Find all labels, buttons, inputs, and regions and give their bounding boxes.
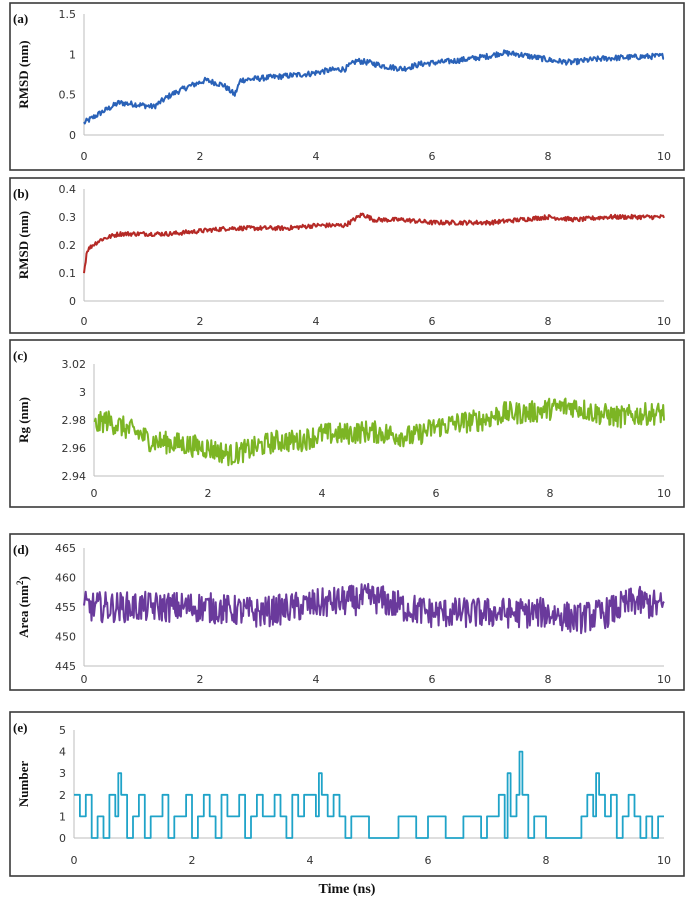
y-tick-label: 0.1 [59, 267, 77, 280]
series-line [83, 212, 665, 274]
y-tick-label: 460 [55, 572, 76, 585]
x-tick-label: 0 [91, 487, 98, 500]
y-tick-label: 0 [59, 832, 66, 845]
y-axis-label: Number [16, 761, 31, 807]
x-tick-label: 0 [81, 150, 88, 163]
x-tick-label: 8 [545, 150, 552, 163]
panel-d: (d) Area (nm2) 445 450 455 460 465 0 2 4 6 8 10 [9, 533, 685, 691]
y-axis-label: Area (nm2) [15, 576, 31, 638]
y-tick-label: 0.5 [59, 89, 77, 102]
x-tick-label: 4 [313, 150, 320, 163]
x-tick-label: 10 [657, 487, 671, 500]
x-tick-label: 4 [319, 487, 326, 500]
series-line [83, 582, 665, 635]
panel-a: (a) RMSD (nm) 0 0.5 1 1.5 0 2 4 6 8 10 [9, 2, 685, 171]
x-tick-label: 6 [425, 854, 432, 867]
series-line [74, 750, 664, 839]
x-tick-label: 4 [313, 673, 320, 686]
y-axis-label: RMSD (nm) [16, 40, 31, 108]
panel-c: (c) Rg (nm) 2.94 2.96 2.98 3 3.02 0 2 4 6 8 10 [9, 339, 685, 508]
x-tick-label: 10 [657, 673, 671, 686]
panel-letter: (a) [13, 11, 28, 26]
y-tick-label: 2.96 [62, 442, 87, 455]
y-tick-label: 455 [55, 601, 76, 614]
y-tick-label: 3.02 [62, 358, 87, 371]
y-axis-label: Rg (nm) [16, 397, 31, 443]
x-tick-label: 2 [197, 315, 204, 328]
x-tick-label: 2 [197, 150, 204, 163]
panel-letter: (c) [13, 348, 27, 363]
y-tick-label: 465 [55, 542, 76, 555]
x-tick-label: 0 [81, 673, 88, 686]
y-tick-label: 3 [59, 767, 66, 780]
y-tick-label: 445 [55, 660, 76, 673]
panel-letter: (b) [13, 186, 29, 201]
y-tick-label: 0.3 [59, 211, 77, 224]
panel-letter: (d) [13, 542, 29, 557]
y-tick-label: 1 [59, 810, 66, 823]
x-tick-label: 6 [433, 487, 440, 500]
x-tick-label: 2 [189, 854, 196, 867]
y-axis-label: RMSD (nm) [16, 211, 31, 279]
y-tick-label: 1.5 [59, 8, 77, 21]
y-tick-label: 2 [59, 789, 66, 802]
panel-e: (e) Number 0 1 2 3 4 5 0 2 4 6 8 10 [9, 711, 685, 877]
x-tick-label: 4 [307, 854, 314, 867]
y-tick-label: 3 [79, 386, 86, 399]
panel-frame [9, 177, 685, 334]
panel-letter: (e) [13, 720, 27, 735]
x-tick-label: 10 [657, 854, 671, 867]
y-tick-label: 1 [69, 48, 76, 61]
x-axis-label: Time (ns) [319, 882, 376, 897]
y-tick-label: 0 [69, 295, 76, 308]
y-tick-label: 5 [59, 724, 66, 737]
x-tick-label: 6 [429, 150, 436, 163]
x-tick-label: 4 [313, 315, 320, 328]
x-tick-label: 2 [205, 487, 212, 500]
x-tick-label: 2 [197, 673, 204, 686]
x-tick-label: 0 [81, 315, 88, 328]
series-line [93, 397, 665, 467]
y-tick-label: 4 [59, 746, 66, 759]
y-tick-label: 2.94 [62, 470, 87, 483]
x-tick-label: 6 [429, 673, 436, 686]
y-tick-label: 450 [55, 631, 76, 644]
panel-frame [9, 2, 685, 171]
x-tick-label: 10 [657, 150, 671, 163]
y-tick-label: 0.4 [59, 183, 77, 196]
x-tick-label: 8 [547, 487, 554, 500]
x-tick-label: 6 [429, 315, 436, 328]
y-tick-label: 2.98 [62, 414, 87, 427]
y-tick-label: 0.2 [59, 239, 77, 252]
series-line [83, 49, 665, 125]
x-tick-label: 8 [545, 673, 552, 686]
x-tick-label: 10 [657, 315, 671, 328]
panel-b: (b) RMSD (nm) 0 0.1 0.2 0.3 0.4 0 2 4 6 8 10 [9, 177, 685, 334]
x-tick-label: 8 [545, 315, 552, 328]
x-tick-label: 0 [71, 854, 78, 867]
x-tick-label: 8 [543, 854, 550, 867]
y-tick-label: 0 [69, 129, 76, 142]
